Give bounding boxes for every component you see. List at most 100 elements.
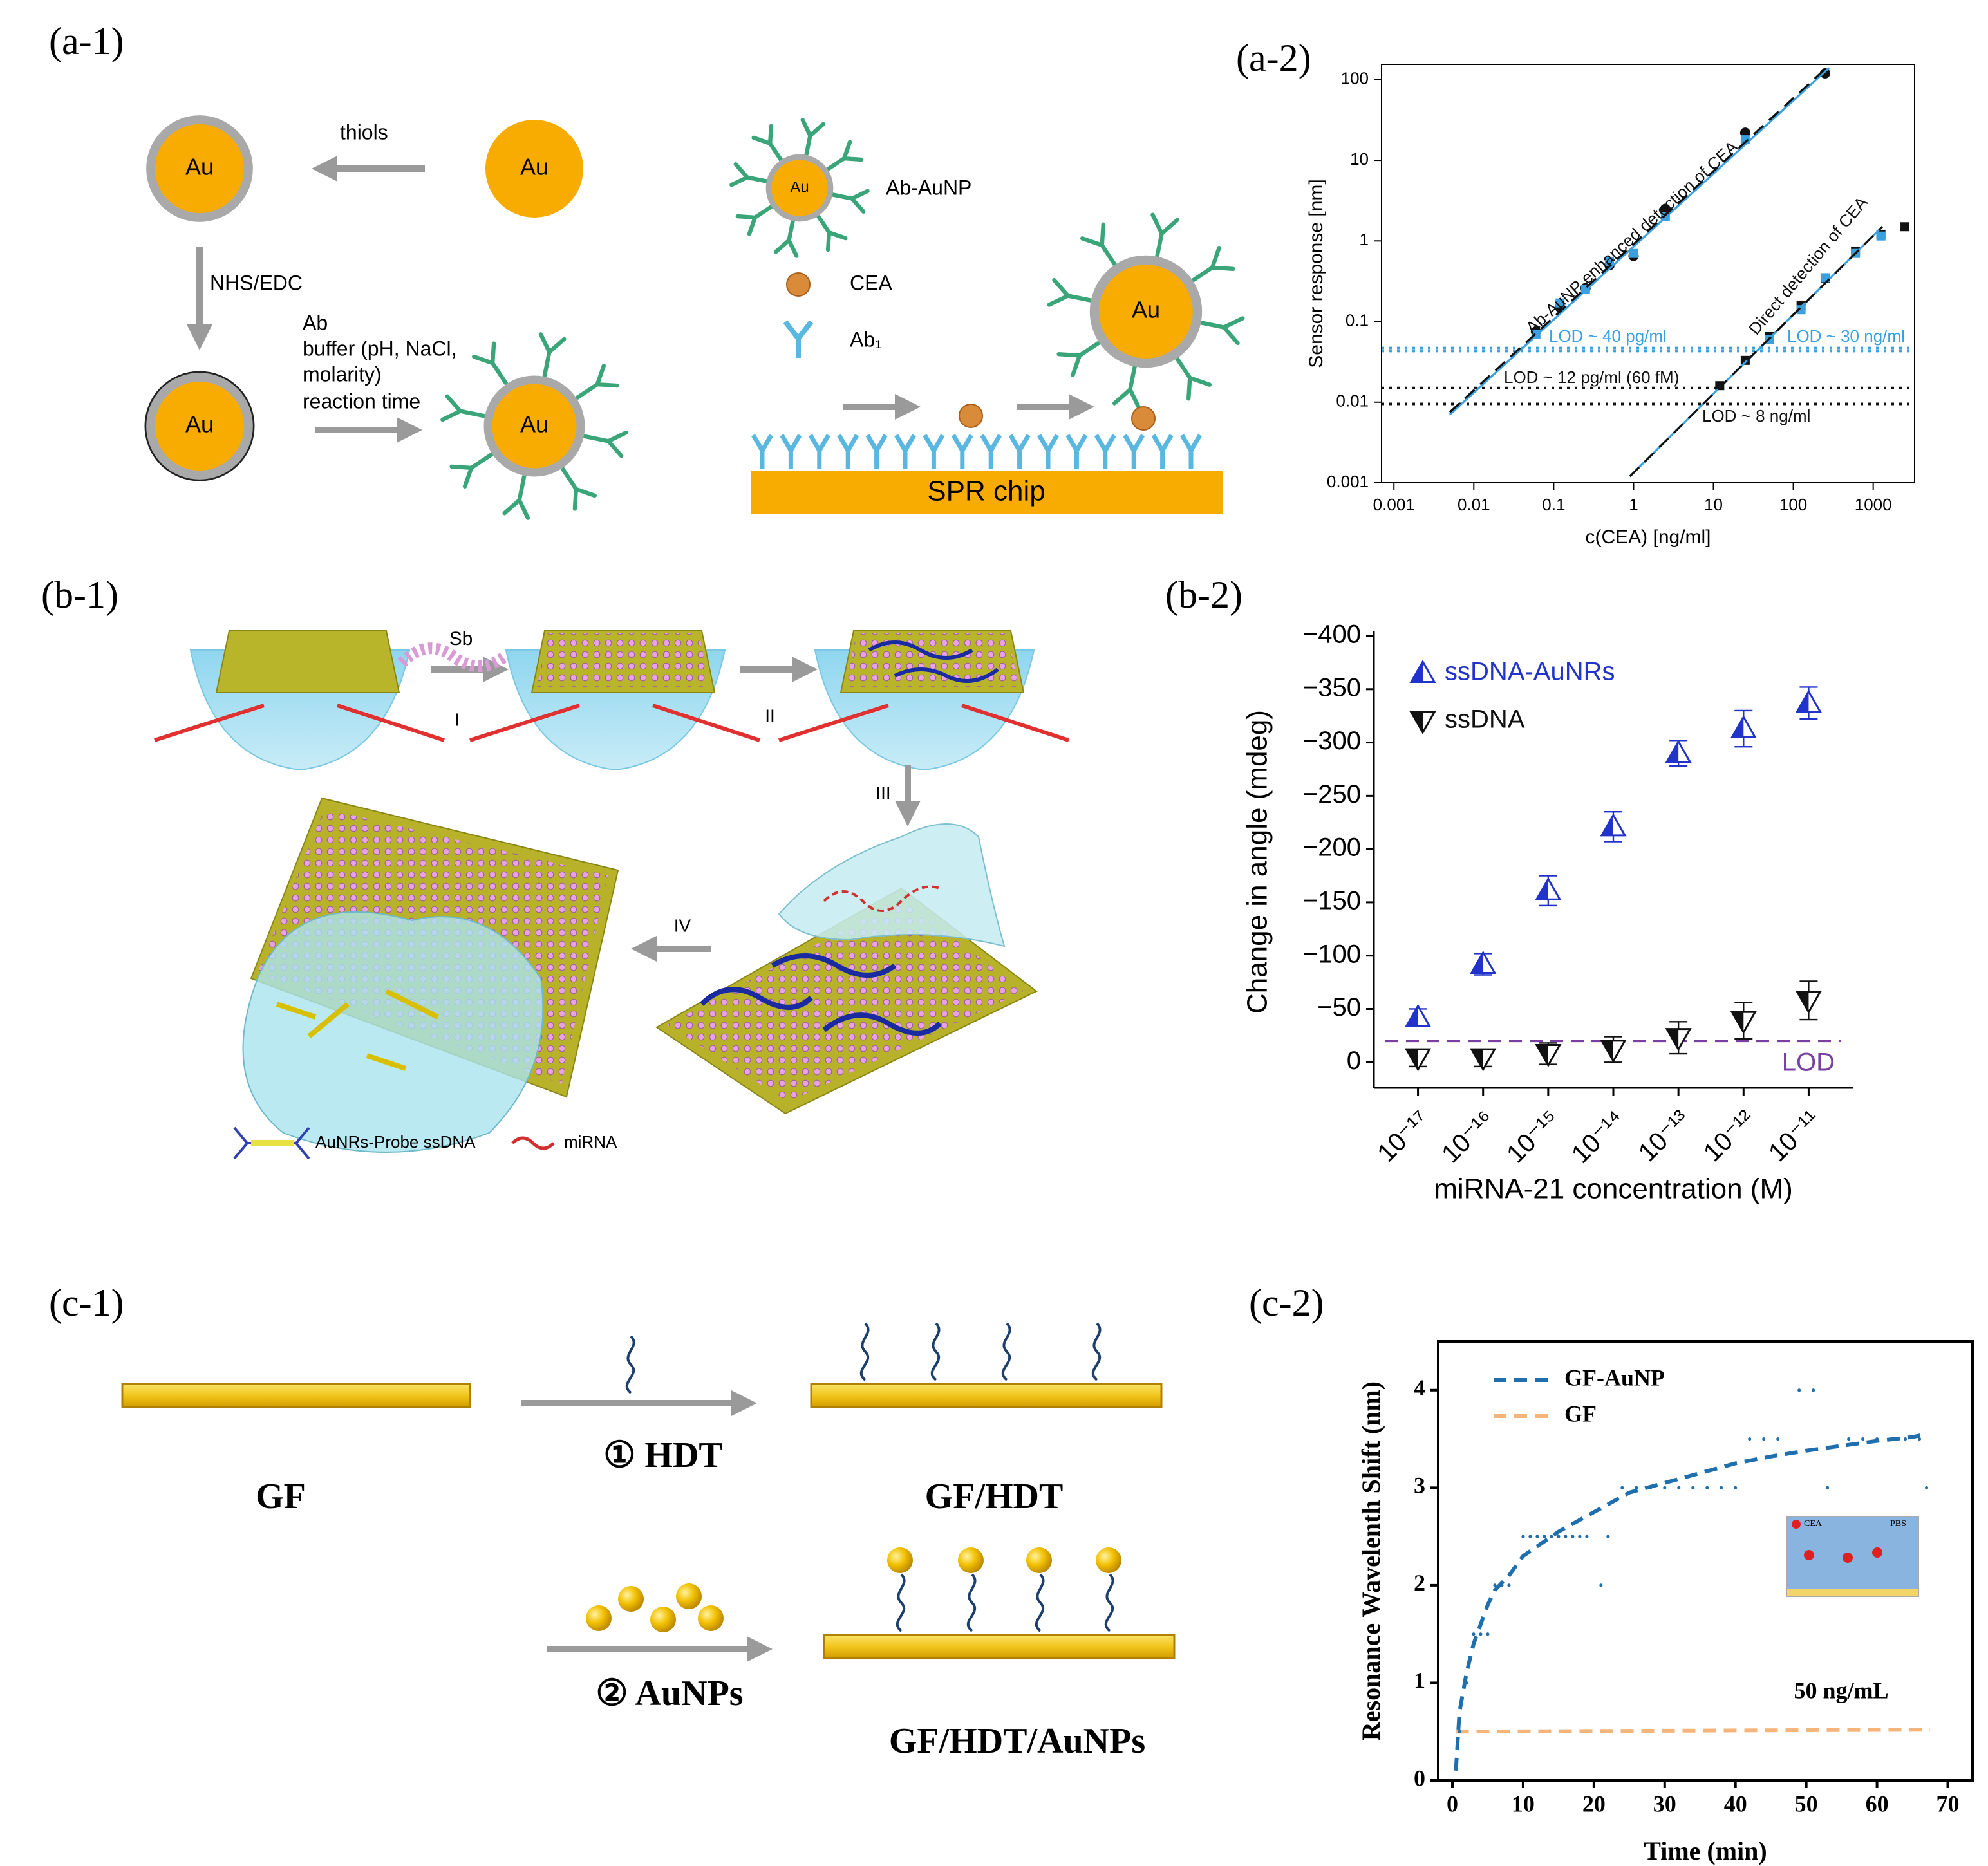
marker-dot (1748, 1437, 1752, 1441)
y-tick-label: 0.001 (1327, 472, 1369, 491)
marker-dot (1691, 1486, 1695, 1489)
hdt-chain (1104, 1573, 1114, 1632)
marker (1889, 1437, 1893, 1441)
step-label: ① HDT (603, 1435, 723, 1475)
step-label: ② AuNPs (595, 1674, 743, 1713)
y-tick-label: 2 (1414, 1570, 1425, 1596)
annotation: LOD ~ 40 pg/ml (1549, 326, 1667, 346)
hdt-chain (625, 1335, 635, 1394)
marker-half (1411, 712, 1423, 732)
series-line (1629, 226, 1883, 478)
gold-nanoparticle (146, 373, 253, 480)
cea-molecule (786, 272, 811, 297)
marker (1409, 711, 1436, 735)
marker (1605, 257, 1615, 266)
x-tick-label: 10⁻¹⁵ (1501, 1105, 1565, 1169)
antimonene-layer (537, 633, 709, 687)
gold-nanoparticle (146, 115, 253, 222)
graphene-fiber (121, 1383, 471, 1408)
marker-dot (1917, 1437, 1922, 1441)
marker (1550, 1535, 1553, 1538)
particle-label: Au (520, 411, 549, 438)
inset-chip (1787, 1589, 1918, 1596)
antibody (1047, 277, 1095, 307)
marker (1470, 950, 1497, 974)
gold-nanoparticle (650, 1607, 676, 1632)
step-label: I (455, 709, 460, 729)
marker (1795, 991, 1823, 1014)
probe-dna (276, 989, 439, 1071)
marker (1472, 1632, 1476, 1636)
step-label: II (765, 705, 775, 725)
antibody (824, 140, 864, 173)
antibody (829, 189, 870, 214)
antibody (1188, 245, 1235, 284)
marker-dot (1479, 1632, 1483, 1636)
gold-nanoparticle (1089, 255, 1203, 368)
marker (1715, 381, 1725, 391)
x-tick-label: 50 (1795, 1791, 1818, 1816)
gold-nanoparticle (887, 1547, 913, 1573)
x-tick-label: 1 (1629, 495, 1638, 514)
x-tick-label: 10⁻¹⁶ (1436, 1105, 1500, 1169)
annotation: LOD ~ 30 ng/ml (1787, 326, 1905, 346)
marker (1571, 1535, 1575, 1538)
marker-dot (1720, 1486, 1723, 1489)
marker-dot (1557, 1535, 1561, 1538)
marker-half (1411, 662, 1423, 682)
series-line (1454, 1432, 1927, 1771)
particle-label: Au (520, 154, 549, 180)
marker (1795, 689, 1823, 713)
laser (337, 704, 445, 742)
antibody (1056, 339, 1103, 378)
marker (1900, 222, 1910, 232)
marker-half (1797, 691, 1809, 712)
inset-cea (1872, 1547, 1882, 1558)
y-tick-label: 0.01 (1336, 391, 1369, 411)
marker-dot (1649, 1486, 1653, 1489)
x-axis-label: miRNA-21 concentration (M) (1434, 1173, 1793, 1205)
marker (1663, 1486, 1667, 1489)
antibody (774, 217, 799, 258)
gold-nanoparticle (485, 120, 583, 218)
y-tick-label: 0.1 (1346, 310, 1369, 330)
marker-half (1536, 1045, 1548, 1066)
marker (1629, 248, 1638, 258)
marker (1730, 1011, 1757, 1034)
marker (1861, 1437, 1865, 1441)
marker-dot (1507, 1583, 1511, 1587)
marker-dot (1465, 1681, 1468, 1685)
cea-molecule (959, 404, 983, 428)
laser (961, 704, 1069, 742)
antibody (1197, 316, 1245, 346)
antibody (583, 430, 628, 458)
x-tick-label: 10 (1704, 495, 1723, 514)
marker-dot (1528, 1535, 1532, 1538)
marker (1535, 1535, 1539, 1538)
x-tick-label: 10⁻¹⁷ (1372, 1105, 1434, 1168)
antimonene-layer (667, 899, 1024, 1102)
inset-text: CEA (1804, 1519, 1823, 1529)
chip-antibody (923, 434, 945, 469)
particle-label: Au (185, 411, 214, 438)
antibody (575, 364, 619, 400)
x-axis-label: c(CEA) [ng/ml] (1585, 527, 1711, 548)
marker (1486, 1632, 1490, 1636)
hdt-chain (896, 1573, 906, 1632)
marker-half (1471, 1049, 1483, 1070)
marker (1404, 1003, 1432, 1027)
marker-half (1667, 1029, 1679, 1050)
marker-dot (1521, 1535, 1525, 1538)
antibody (472, 341, 508, 386)
panel-label: (c-1) (49, 1282, 124, 1324)
marker-dot (1500, 1583, 1504, 1587)
probe-dna (868, 640, 999, 683)
chip-antibody (1036, 434, 1060, 469)
marker-square (1715, 381, 1725, 391)
marker (1776, 1437, 1780, 1441)
annotation: Direct detection of CEA (1745, 192, 1871, 339)
y-tick-label: −300 (1303, 727, 1361, 755)
marker-dot (1924, 1486, 1929, 1489)
antibody (1112, 362, 1141, 411)
y-tick-label: 0 (1347, 1047, 1361, 1075)
